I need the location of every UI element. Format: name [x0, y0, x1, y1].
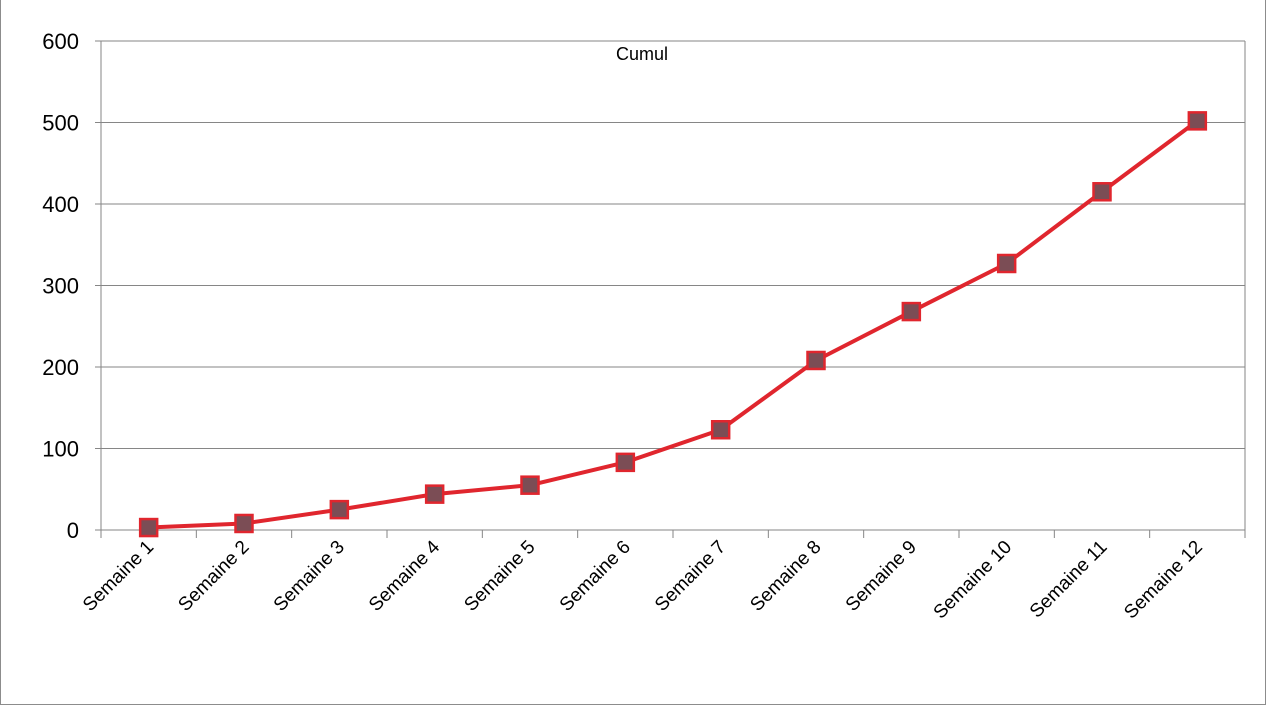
x-tick-label: Semaine 6 — [556, 537, 635, 616]
x-tick-label: Semaine 9 — [842, 537, 921, 616]
x-tick-label: Semaine 1 — [79, 537, 158, 616]
data-point — [138, 517, 159, 538]
y-axis-ticks: 0 100 200 300 400 500 600 — [42, 29, 101, 543]
y-tick-label: 0 — [67, 518, 79, 543]
data-point — [424, 484, 445, 504]
data-point — [806, 350, 826, 371]
x-tick-label: Semaine 2 — [174, 537, 253, 616]
x-tick-label: Semaine 12 — [1120, 537, 1207, 624]
data-point — [901, 301, 922, 322]
data-point — [1092, 182, 1112, 202]
x-axis-ticks: Semaine 1 Semaine 2 Semaine 3 Semaine 4 Sema… — [79, 530, 1246, 624]
x-tick-label: Semaine 5 — [460, 537, 539, 616]
series-group — [138, 111, 1208, 538]
x-tick-label: Semaine 8 — [746, 537, 825, 616]
data-point — [234, 513, 254, 534]
x-tick-label: Semaine 3 — [270, 537, 349, 616]
x-tick-label: Semaine 11 — [1026, 537, 1112, 623]
y-tick-label: 400 — [42, 192, 79, 217]
y-tick-label: 100 — [42, 437, 79, 462]
gridlines — [101, 40, 1245, 449]
x-tick-label: Semaine 7 — [651, 537, 730, 616]
data-point — [996, 253, 1017, 274]
data-point — [710, 420, 731, 440]
data-point — [1187, 111, 1208, 131]
y-tick-label: 500 — [42, 111, 79, 136]
data-point — [615, 452, 636, 473]
series-line — [146, 118, 1200, 530]
y-tick-label: 300 — [42, 274, 79, 299]
x-tick-label: Semaine 4 — [365, 536, 444, 615]
y-tick-label: 600 — [42, 29, 79, 54]
x-tick-label: Semaine 10 — [930, 537, 1017, 624]
data-point — [329, 499, 350, 520]
data-point — [520, 475, 540, 495]
chart-title: Cumul — [616, 44, 668, 64]
y-tick-label: 200 — [42, 355, 79, 380]
